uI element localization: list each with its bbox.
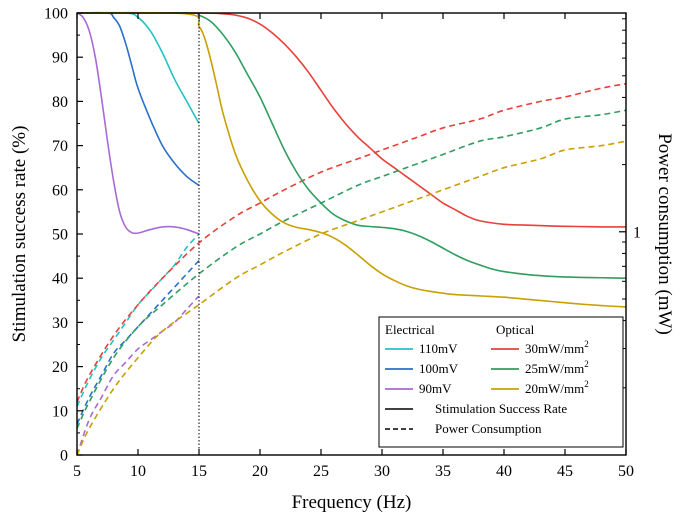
legend-label-electrical: 90mV: [419, 381, 452, 396]
series-20mw-mm2-success: [76, 11, 627, 308]
x-tick-label: 35: [435, 463, 451, 480]
series-25mw-mm2-power: [76, 109, 627, 429]
x-axis-label: Frequency (Hz): [292, 492, 412, 513]
y2-tick-label: 1: [633, 224, 641, 241]
axes-layer: 5 10 15 20 25 30 35 40 45 50 0 10 20 30 40 50 60 70 80 90 10…: [44, 6, 641, 481]
series-100mv-power: [76, 259, 200, 425]
legend-label-optical: 25mW/mm2: [525, 359, 589, 376]
legend-box: [378, 316, 624, 448]
y-tick-label: 70: [52, 138, 68, 155]
x-tick-label: 20: [252, 463, 268, 480]
legend-solid-label: Stimulation Success Rate: [435, 401, 567, 416]
y2-axis-label: Power consumption (mW): [654, 133, 675, 335]
series-90mv-success: [76, 12, 200, 235]
legend: Electrical Optical 110mV 100mV 90mV 30mW/mm…: [378, 316, 624, 448]
x-tick-label: 10: [130, 463, 146, 480]
y-tick-label: 10: [52, 403, 68, 420]
x-tick-label: 45: [557, 463, 573, 480]
x-tick-label: 15: [191, 463, 207, 480]
series-100mv-success: [76, 11, 200, 187]
legend-label-electrical: 110mV: [419, 341, 458, 356]
series-layer: [76, 11, 627, 456]
legend-electrical-title: Electrical: [385, 322, 435, 337]
legend-label-optical: 20mW/mm2: [525, 379, 589, 396]
y-tick-label: 60: [52, 182, 68, 199]
y-tick-label: 90: [52, 50, 68, 67]
series-30mw-mm2-power: [76, 82, 627, 403]
legend-label-electrical: 100mV: [419, 361, 459, 376]
legend-dashed-label: Power Consumption: [435, 421, 542, 436]
y-tick-label: 40: [52, 271, 68, 288]
y-tick-label: 30: [52, 315, 68, 332]
series-25mw-mm2-success: [76, 12, 627, 279]
y-axis-label: Stimulation success rate (%): [9, 126, 30, 343]
x-tick-label: 5: [73, 463, 81, 480]
x-tick-label: 30: [374, 463, 390, 480]
legend-label-optical: 30mW/mm2: [525, 339, 589, 356]
x-tick-label: 50: [618, 463, 634, 480]
legend-optical-title: Optical: [496, 322, 535, 337]
y-tick-label: 80: [52, 94, 68, 111]
legend-items: 110mV 100mV 90mV 30mW/mm2 25mW/mm2 20mW/mm2: [385, 339, 589, 396]
series-30mw-mm2-success: [76, 12, 627, 228]
y-tick-label: 20: [52, 359, 68, 376]
x-tick-label: 40: [496, 463, 512, 480]
y-tick-label: 0: [60, 448, 68, 465]
x-tick-label: 25: [313, 463, 329, 480]
y-tick-label: 100: [44, 6, 68, 23]
y-tick-label: 50: [52, 227, 68, 244]
